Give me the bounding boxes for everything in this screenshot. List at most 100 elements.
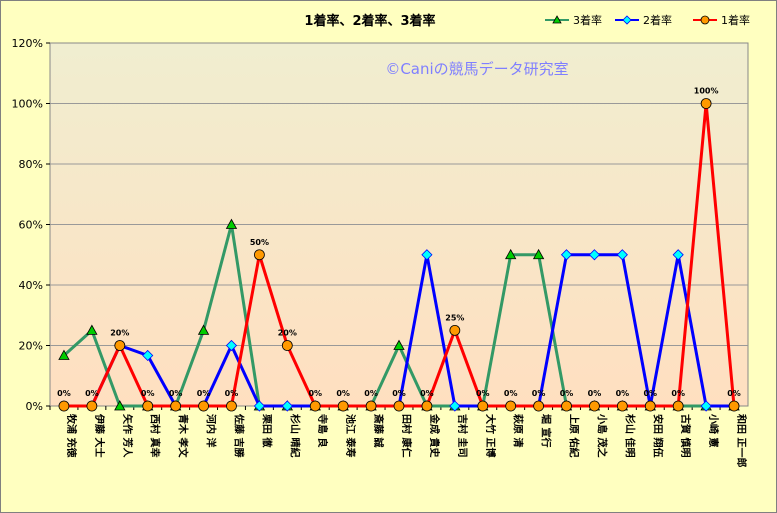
data-point	[253, 400, 265, 412]
data-label: 0%	[141, 389, 155, 398]
legend-label: 3着率	[573, 13, 602, 27]
data-label: 0%	[727, 389, 741, 398]
data-point	[505, 248, 517, 260]
x-tick-label: 萩原 清	[512, 413, 525, 447]
x-tick-label: 田村 康仁	[400, 414, 413, 457]
data-point	[58, 400, 70, 412]
data-point	[86, 400, 98, 412]
x-tick-label: 杉山 佳明	[623, 414, 636, 457]
data-point	[477, 400, 489, 412]
data-point	[337, 400, 349, 412]
x-tick-label: 池江 泰寿	[344, 414, 357, 457]
legend-marker	[622, 15, 632, 25]
data-point	[86, 324, 98, 335]
data-point	[393, 400, 405, 412]
x-tick-label: 牧浦 充徳	[65, 414, 78, 457]
data-label: 25%	[445, 313, 464, 322]
x-tick-label: 大竹 正博	[484, 414, 497, 457]
data-point	[253, 249, 265, 261]
data-point	[532, 248, 545, 260]
data-label: 0%	[336, 389, 350, 398]
y-tick-label: 20%	[19, 340, 43, 353]
data-point	[225, 218, 238, 229]
x-tick-label: 西村 真幸	[149, 414, 162, 457]
data-label: 0%	[476, 389, 490, 398]
x-tick-label: 小崎 憲	[707, 413, 720, 447]
y-tick-label: 100%	[12, 98, 43, 111]
data-point	[672, 249, 684, 261]
data-point	[198, 400, 209, 412]
y-tick-label: 120%	[12, 37, 43, 50]
data-point	[449, 324, 461, 336]
x-tick-label: 上原 佑紀	[568, 414, 581, 457]
x-tick-label: 安田 翔伍	[651, 414, 664, 457]
x-tick-label: 矢作 芳人	[121, 414, 134, 458]
x-tick-label: 小島 茂之	[595, 413, 608, 457]
x-tick-label: 寺島 良	[316, 414, 329, 447]
x-tick-label: 金成 貴史	[428, 413, 441, 458]
data-point	[672, 400, 684, 412]
x-tick-label: 吉村 圭司	[456, 414, 469, 457]
data-label: 0%	[225, 389, 239, 398]
y-tick-label: 60%	[19, 219, 43, 232]
data-point	[560, 249, 573, 261]
data-label: 0%	[392, 389, 406, 398]
data-point	[114, 400, 126, 411]
x-tick-label: 杉山 晴紀	[288, 414, 301, 457]
data-label: 20%	[278, 329, 297, 338]
x-axis: 牧浦 充徳 伊藤 大士 矢作 芳人 西村 真幸 青木 孝文 河内 洋 佐藤 吉勝 栗田 徹 杉山…	[49, 406, 748, 467]
data-label: 0%	[57, 389, 71, 398]
data-point	[588, 249, 601, 261]
data-point	[449, 400, 461, 412]
x-tick-label: 栗田 徹	[260, 414, 273, 448]
chart-title: 1着率、2着率、3着率	[304, 13, 435, 29]
data-label: 20%	[110, 329, 129, 338]
data-label: 0%	[588, 389, 602, 398]
data-label: 0%	[616, 389, 630, 398]
y-axis: 0% 20% 40% 60% 80% 100% 120%	[12, 37, 50, 413]
data-point	[616, 400, 628, 412]
data-point	[225, 339, 238, 352]
data-label: 100%	[694, 87, 719, 96]
legend-marker	[552, 15, 562, 24]
data-label: 0%	[643, 389, 657, 398]
data-point	[616, 249, 628, 261]
watermark-text: ©Caniの競馬データ研究室	[385, 60, 568, 78]
data-point	[644, 400, 656, 412]
series-group	[58, 98, 740, 412]
data-point	[700, 98, 712, 109]
data-label: 0%	[308, 389, 322, 398]
data-point	[226, 400, 237, 412]
data-label: 0%	[560, 389, 574, 398]
legend: 3着率 2着率 1着率	[545, 13, 750, 27]
x-tick-label: 佐藤 吉勝	[232, 413, 245, 458]
data-point	[142, 349, 154, 362]
data-point	[170, 400, 182, 412]
data-point	[58, 349, 70, 360]
data-label: 0%	[420, 389, 434, 398]
legend-marker	[700, 15, 710, 25]
legend-label: 1着率	[721, 13, 750, 27]
gridlines	[50, 103, 748, 346]
legend-label: 2着率	[643, 13, 672, 27]
data-labels: 0% 0% 20% 0% 0% 0% 0% 50% 20% 0% 0% 0% 0% 0% 25% 0% 0% 0%…	[57, 87, 741, 399]
y-tick-label: 80%	[19, 158, 43, 171]
y-tick-label: 40%	[19, 279, 43, 292]
x-tick-label: 堀 宣行	[540, 414, 553, 447]
data-point	[281, 400, 293, 412]
data-label: 0%	[671, 389, 685, 398]
y-tick-label: 0%	[26, 400, 43, 413]
x-tick-label: 古賀 慎明	[679, 414, 692, 457]
x-tick-label: 青木 孝文	[177, 414, 190, 458]
data-point	[281, 340, 293, 351]
data-label: 0%	[169, 389, 183, 398]
data-point	[728, 400, 740, 412]
data-label: 0%	[532, 389, 546, 398]
data-point	[142, 400, 154, 412]
data-point	[421, 249, 433, 261]
data-point	[561, 400, 572, 412]
data-label: 0%	[364, 389, 378, 398]
data-point	[309, 400, 321, 412]
data-label: 0%	[85, 389, 99, 398]
